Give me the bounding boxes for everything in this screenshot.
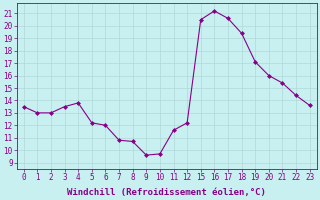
X-axis label: Windchill (Refroidissement éolien,°C): Windchill (Refroidissement éolien,°C) bbox=[67, 188, 266, 197]
